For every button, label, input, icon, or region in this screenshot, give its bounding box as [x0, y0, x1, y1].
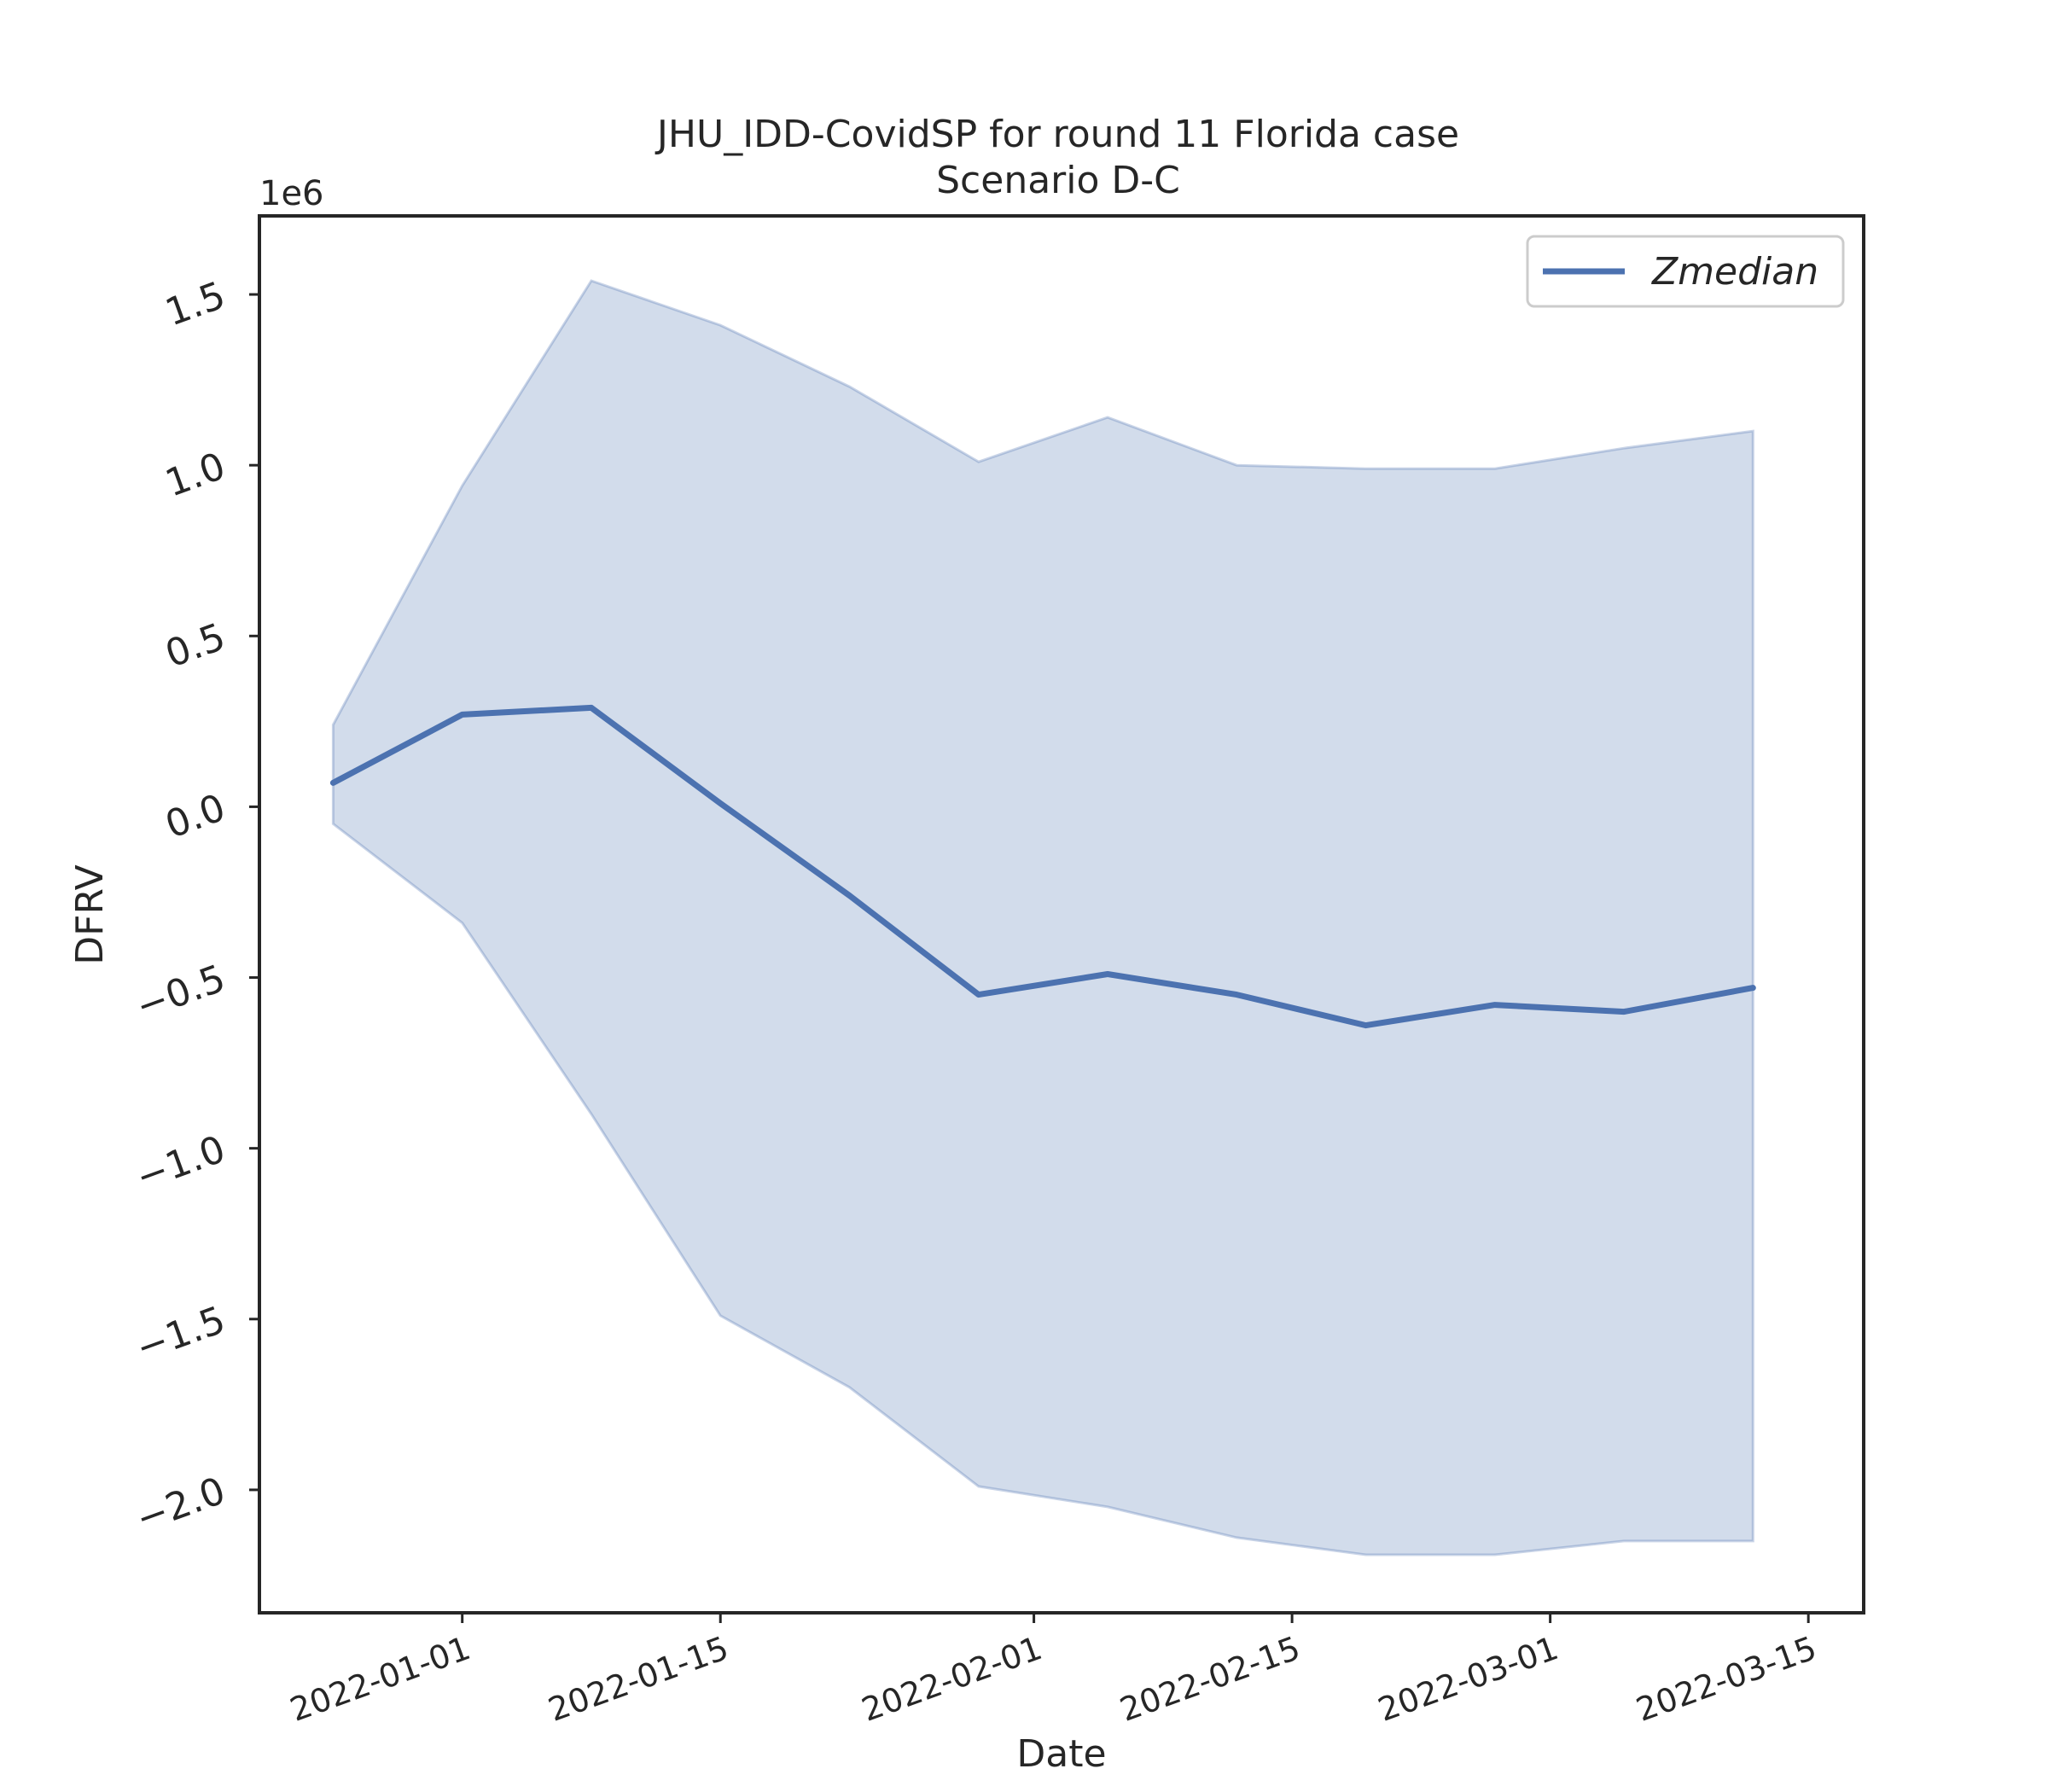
confidence-band: [331, 279, 1754, 1556]
data-point-zmedian: [1234, 992, 1240, 998]
y-tick-label: −1.0: [131, 1127, 231, 1199]
data-point-zmedian: [588, 705, 594, 711]
chart-title: JHU_IDD-CovidSP for round 11 Florida cas…: [655, 113, 1459, 156]
x-tick-label: 2022-02-01: [857, 1629, 1047, 1729]
series-line-zmedian: [329, 704, 1756, 1029]
y-tick-label: −1.5: [131, 1298, 231, 1370]
data-point-zmedian: [718, 800, 724, 806]
x-tick-label: 2022-03-15: [1632, 1629, 1822, 1729]
x-tick-label: 2022-02-15: [1115, 1629, 1306, 1729]
data-point-zmedian: [1105, 971, 1111, 977]
x-axis: 2022-01-01 2022-01-15 2022-02-01 2022-02-15…: [285, 1613, 1821, 1729]
data-point-zmedian: [975, 992, 981, 998]
legend: Zmedian: [1526, 235, 1845, 308]
data-point-zmedian: [1621, 1009, 1627, 1015]
y-tick-label: 1.5: [160, 274, 230, 335]
data-point-zmedian: [330, 780, 336, 786]
data-point-zmedian: [1492, 1002, 1498, 1008]
legend-box: [1526, 235, 1845, 308]
y-tick-label: 1.0: [160, 445, 230, 506]
x-axis-label: Date: [1016, 1732, 1106, 1776]
y-tick-label: −2.0: [131, 1469, 231, 1540]
y-axis-label: DFRV: [68, 864, 112, 964]
chart-subtitle: Scenario D-C: [936, 159, 1180, 202]
y-offset-text: 1e6: [259, 174, 324, 213]
plot-frame: [258, 214, 1865, 1615]
x-tick-label: 2022-01-15: [544, 1629, 734, 1729]
legend-label-zmedian: Zmedian: [1651, 250, 1818, 294]
y-tick-label: 0.5: [160, 615, 230, 677]
y-axis: 1.5 1.0 0.5 0.0 −0.5 −1.0 −1.5 −2.0: [131, 274, 259, 1541]
data-point-zmedian: [1750, 985, 1756, 991]
x-tick-label: 2022-03-01: [1373, 1629, 1563, 1729]
data-point-zmedian: [459, 712, 465, 718]
data-point-zmedian: [1363, 1022, 1369, 1028]
y-tick-label: −0.5: [131, 957, 231, 1028]
x-tick-label: 2022-01-01: [285, 1629, 475, 1729]
y-tick-label: 0.0: [160, 786, 230, 847]
data-point-zmedian: [847, 893, 852, 899]
plot-area: [329, 279, 1756, 1556]
